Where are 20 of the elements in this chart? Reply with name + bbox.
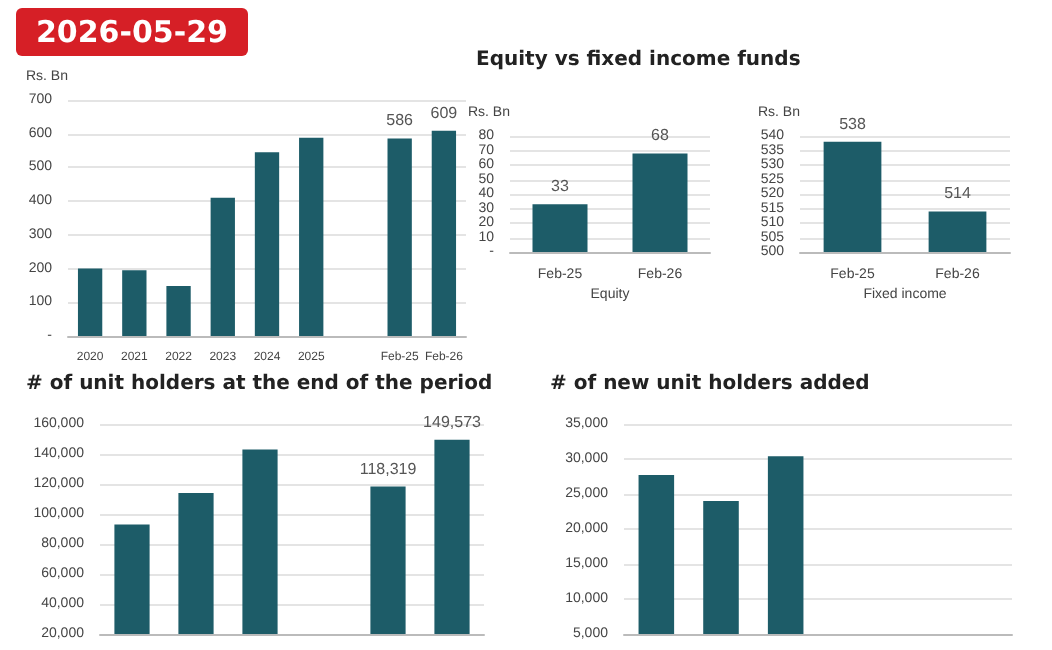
- data-label: 586: [386, 111, 415, 130]
- bar: [77, 268, 103, 336]
- bar: [299, 137, 324, 336]
- bar: [166, 286, 191, 336]
- data-label: 118,319: [359, 459, 418, 478]
- data-label: 33: [551, 177, 570, 196]
- bar: [431, 130, 457, 336]
- chart-title: # of new unit holders added: [550, 373, 870, 395]
- data-label: 149,573: [423, 412, 483, 431]
- data-label: 514: [944, 184, 972, 203]
- data-label: 538: [839, 114, 867, 133]
- chart-title: # of unit holders at the end of the period: [26, 373, 493, 395]
- data-label: 68: [651, 126, 670, 145]
- bar: [210, 197, 235, 336]
- chart-title: Equity vs fixed income funds: [476, 49, 801, 71]
- data-label: 609: [430, 103, 459, 122]
- bar: [387, 138, 412, 336]
- bar: [254, 152, 280, 336]
- bar: [122, 270, 147, 336]
- text: 2026-05-29: [16, 8, 248, 56]
